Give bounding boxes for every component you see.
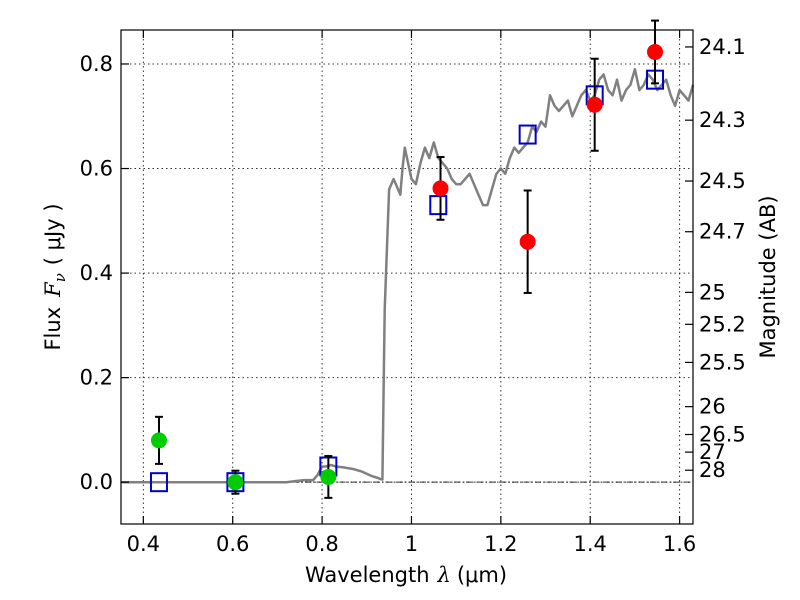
flux-point — [519, 233, 536, 250]
model-photometry-square — [518, 124, 537, 145]
y2-tick-label: 25.5 — [699, 350, 746, 374]
flux-point — [150, 432, 167, 449]
flux-point — [227, 474, 244, 491]
y-tick-label: 0.0 — [80, 470, 113, 494]
x-tick-label: 1.4 — [574, 532, 607, 556]
y2-tick-label: 24.1 — [699, 35, 746, 59]
y-axis: 0.0 0.2 0.4 0.6 0.8 — [80, 52, 129, 494]
x-axis: 0.4 0.6 0.8 1 1.2 1.4 1.6 — [127, 30, 696, 556]
flux-point — [432, 180, 449, 197]
y2-tick-label: 27 — [699, 440, 726, 464]
flux-point — [647, 43, 664, 60]
flux-point — [586, 96, 603, 113]
x-tick-label: 0.6 — [216, 532, 249, 556]
y2-tick-label: 28 — [699, 458, 726, 482]
y2-tick-label: 24.7 — [699, 220, 746, 244]
model-spectrum-line — [121, 67, 695, 484]
y-tick-label: 0.2 — [80, 366, 113, 390]
plot-area — [121, 19, 695, 499]
y2-tick-label: 25 — [699, 280, 726, 304]
y2-tick-label: 26.5 — [699, 423, 746, 447]
grid — [121, 30, 693, 524]
flux-point — [320, 468, 337, 485]
y2-axis-title: Magnitude (AB) — [756, 195, 780, 358]
model-photometry-square — [149, 472, 168, 493]
y2-tick-label: 24.3 — [699, 108, 746, 132]
y-tick-label: 0.6 — [80, 157, 113, 181]
x-tick-label: 1.6 — [663, 532, 696, 556]
y-tick-label: 0.4 — [80, 261, 113, 285]
model-photometry-square — [429, 195, 448, 216]
x-tick-label: 0.4 — [127, 532, 160, 556]
x-tick-label: 1 — [405, 532, 418, 556]
y2-tick-label: 25.2 — [699, 312, 746, 336]
y-axis-title: FluxFν( μJy ) — [41, 203, 69, 350]
x-tick-label: 0.8 — [305, 532, 338, 556]
y2-tick-label: 26 — [699, 395, 726, 419]
y-tick-label: 0.8 — [80, 52, 113, 76]
x-tick-label: 1.2 — [484, 532, 517, 556]
y2-tick-label: 24.5 — [699, 169, 746, 193]
plot-frame — [120, 29, 694, 525]
x-axis-title: Wavelength λ (μm) — [305, 563, 507, 587]
